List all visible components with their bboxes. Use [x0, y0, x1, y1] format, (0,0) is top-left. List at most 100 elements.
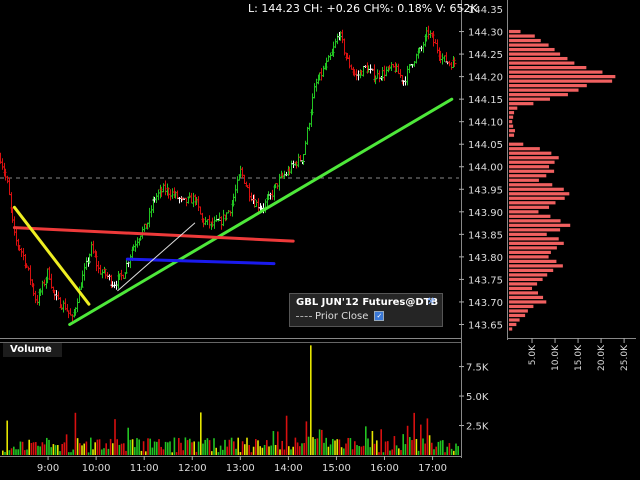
volume-bar — [437, 441, 440, 455]
volume-bar — [37, 445, 39, 455]
green-trendline[interactable] — [68, 97, 454, 326]
profile-bar — [509, 223, 571, 227]
ohlc-bar — [312, 83, 317, 99]
ohlc-bar — [233, 184, 238, 202]
profile-bar — [509, 142, 524, 146]
profile-bar — [509, 151, 552, 155]
profile-bar — [509, 201, 556, 205]
volume-bar — [424, 443, 426, 455]
volume-bar — [123, 443, 125, 455]
profile-bar — [509, 156, 559, 160]
volume-bar — [294, 437, 297, 455]
profile-axis: 5.0K 10.0K 15.0K 20.0K 25.0K — [528, 338, 630, 371]
volume-bar — [2, 450, 4, 455]
profile-bar — [509, 255, 549, 259]
volume-bar — [118, 444, 121, 455]
ohlc-bar — [163, 180, 168, 196]
wrench-icon[interactable]: ⚒ — [427, 297, 436, 307]
volume-bar — [371, 431, 374, 455]
profile-bar — [509, 322, 517, 327]
volume-bar — [398, 448, 400, 455]
volume-bar — [197, 441, 200, 455]
volume-bar — [107, 448, 110, 455]
price-tick-label: 143.90 — [468, 208, 503, 219]
ohlc-bar — [398, 69, 403, 78]
chart-legend[interactable]: GBL JUN'12 Futures@DTB ⚒ Prior Close ✓ — [289, 293, 443, 327]
profile-bar — [509, 268, 554, 272]
volume-bar — [270, 445, 272, 455]
volume-bar — [50, 447, 52, 455]
volume-bar — [257, 440, 259, 455]
price-tick-label: 144.00 — [468, 163, 503, 174]
volume-bar — [303, 443, 305, 455]
ohlc-bar — [154, 193, 159, 204]
volume-bar — [422, 438, 424, 455]
ohlc-bar — [49, 273, 54, 289]
volume-bar — [288, 446, 290, 455]
blue-trendline[interactable] — [125, 257, 276, 266]
volume-bar — [274, 444, 277, 455]
legend-title: GBL JUN'12 Futures@DTB — [296, 297, 439, 308]
profile-bar — [509, 106, 518, 110]
volume-bar — [202, 443, 204, 455]
volume-bar — [266, 440, 268, 455]
volume-bar — [85, 441, 88, 455]
profile-bar — [509, 160, 555, 164]
volume-bar — [160, 446, 162, 455]
price-tick-label: 143.65 — [468, 320, 503, 331]
ohlc-bar — [149, 205, 154, 218]
checkbox-checked-icon[interactable]: ✓ — [374, 311, 385, 321]
volume-bar — [255, 439, 257, 455]
volume-bar — [406, 425, 409, 455]
volume-bar — [334, 440, 336, 455]
volume-bar — [384, 441, 387, 455]
volume-bar — [87, 452, 90, 455]
volume-bar — [193, 441, 195, 455]
volume-bar — [92, 449, 94, 455]
profile-bar — [509, 250, 551, 254]
volume-bar — [15, 449, 17, 455]
price-tick-label: 144.15 — [468, 95, 503, 106]
profile-bar — [509, 129, 515, 133]
time-tick-label: 9:00 — [37, 463, 59, 474]
profile-bar — [509, 124, 514, 128]
trendlines[interactable] — [12, 97, 454, 326]
volume-bar — [420, 424, 422, 455]
volume-bar — [140, 450, 143, 455]
profile-bar — [509, 183, 553, 187]
volume-bar — [235, 448, 237, 455]
volume-bar — [417, 450, 420, 455]
volume-bar — [259, 446, 261, 455]
volume-bar — [345, 443, 347, 455]
ohlc-bar — [382, 65, 387, 81]
volume-bar — [74, 412, 77, 455]
white-trendline[interactable] — [117, 222, 196, 292]
profile-bar — [509, 66, 587, 70]
ohlc-bar — [0, 158, 5, 170]
volume-bar — [46, 437, 48, 455]
profile-bar — [509, 70, 603, 74]
volume-bar — [169, 441, 171, 455]
profile-bar — [509, 111, 515, 115]
volume-bar — [316, 438, 319, 455]
volume-bar — [167, 442, 169, 455]
ohlc-bar — [98, 264, 103, 275]
volume-bar — [431, 442, 433, 455]
ohlc-bar — [89, 241, 94, 257]
ohlc-bar — [68, 308, 73, 316]
volume-bar — [310, 345, 312, 455]
price-tick-label: 144.05 — [468, 140, 503, 151]
volume-bar — [59, 451, 61, 455]
time-tick-label: 12:00 — [178, 463, 207, 474]
ohlc-bar — [442, 55, 447, 63]
volume-bar — [72, 449, 74, 455]
volume-bar — [112, 443, 114, 455]
volume-bar — [393, 436, 396, 455]
volume-bar — [105, 443, 107, 455]
red-trendline[interactable] — [12, 226, 295, 243]
volume-bar — [10, 448, 13, 455]
volume-bar — [145, 451, 147, 455]
yellow-trendline[interactable] — [12, 205, 91, 306]
volume-bar — [204, 439, 206, 455]
volume-bar — [404, 444, 407, 455]
